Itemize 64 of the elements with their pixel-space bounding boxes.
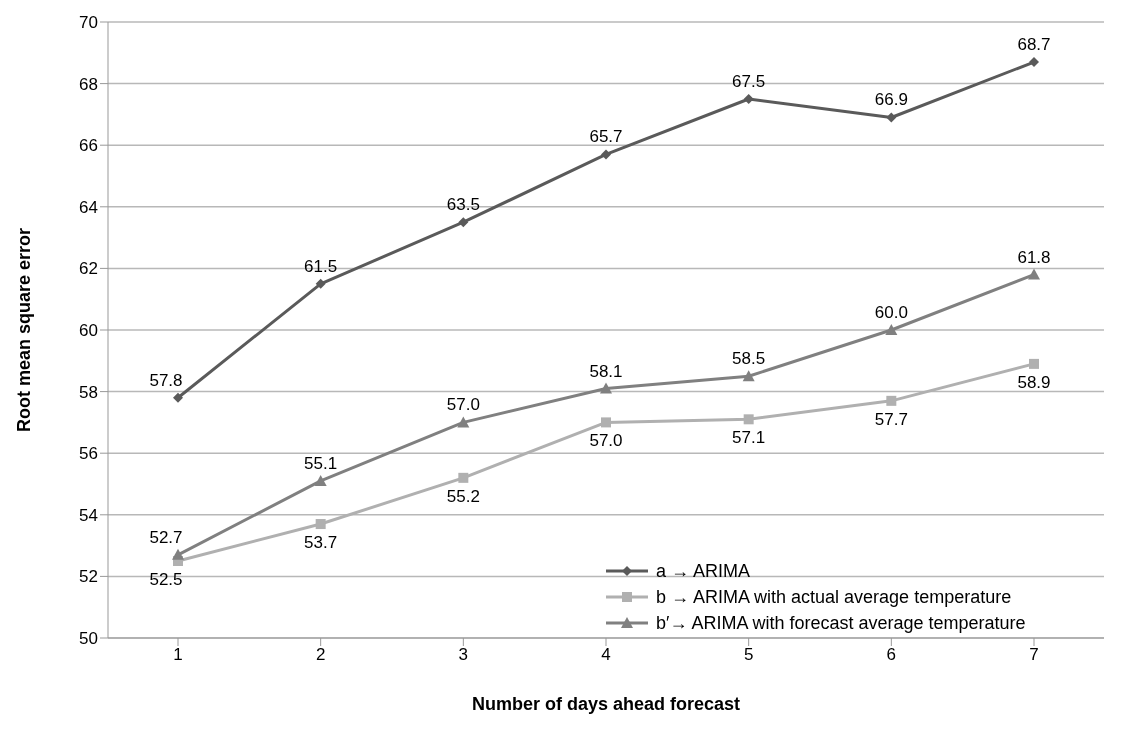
legend-label: a → ARIMA bbox=[656, 560, 751, 582]
y-tick-label: 60 bbox=[79, 321, 98, 341]
point bbox=[601, 149, 611, 160]
data-label: 61.8 bbox=[1017, 247, 1051, 267]
y-tick-label: 64 bbox=[79, 197, 98, 217]
y-tick-label: 50 bbox=[79, 629, 98, 649]
data-label: 57.0 bbox=[446, 395, 480, 415]
point bbox=[457, 416, 470, 428]
data-label: 58.5 bbox=[732, 349, 766, 369]
data-label: 57.8 bbox=[149, 370, 183, 390]
point bbox=[743, 94, 754, 104]
data-label: 55.1 bbox=[304, 453, 338, 473]
data-label: 53.7 bbox=[304, 533, 338, 553]
y-tick-label: 58 bbox=[79, 382, 98, 402]
x-tick-label: 2 bbox=[315, 645, 326, 665]
point bbox=[886, 112, 897, 123]
point bbox=[173, 392, 183, 403]
y-tick-label: 54 bbox=[79, 505, 98, 525]
x-tick-label: 3 bbox=[458, 645, 469, 665]
data-label: 57.7 bbox=[874, 409, 908, 429]
point bbox=[742, 370, 755, 382]
x-axis-title: Number of days ahead forecast bbox=[471, 694, 741, 714]
y-tick-label: 52 bbox=[79, 567, 98, 587]
y-tick-label: 66 bbox=[79, 136, 98, 156]
point bbox=[886, 395, 897, 406]
data-label: 63.5 bbox=[446, 195, 480, 215]
data-label: 58.1 bbox=[589, 361, 623, 381]
data-label: 65.7 bbox=[589, 127, 623, 147]
point bbox=[1029, 358, 1039, 369]
point bbox=[458, 472, 469, 483]
x-tick-label: 4 bbox=[601, 645, 611, 665]
x-tick-label: 6 bbox=[886, 645, 897, 665]
data-label: 58.9 bbox=[1017, 372, 1051, 392]
point bbox=[315, 278, 326, 289]
data-label: 57.1 bbox=[732, 428, 766, 448]
y-axis-title: Root mean square error bbox=[14, 227, 35, 433]
x-tick-label: 5 bbox=[743, 645, 754, 665]
point bbox=[172, 548, 184, 560]
data-label: 66.9 bbox=[874, 90, 908, 110]
y-tick-label: 70 bbox=[79, 13, 98, 33]
legend-label: b → ARIMA with actual average temperature bbox=[656, 586, 1012, 608]
data-label: 55.2 bbox=[446, 486, 480, 506]
point bbox=[600, 382, 612, 394]
point bbox=[743, 414, 754, 425]
x-tick-label: 7 bbox=[1029, 645, 1039, 665]
y-tick-label: 56 bbox=[79, 444, 98, 464]
y-tick-label: 62 bbox=[79, 259, 98, 279]
data-label: 61.5 bbox=[304, 256, 338, 276]
legend-label: b′→ ARIMA with forecast average temperature bbox=[656, 612, 1026, 634]
y-tick-label: 68 bbox=[79, 74, 98, 94]
point bbox=[458, 217, 469, 228]
data-label: 52.5 bbox=[149, 570, 183, 589]
data-label: 60.0 bbox=[874, 303, 908, 322]
data-label: 67.5 bbox=[732, 72, 766, 91]
point bbox=[1029, 57, 1039, 68]
data-label: 52.7 bbox=[149, 527, 183, 547]
data-label: 57.0 bbox=[589, 431, 623, 451]
point bbox=[1028, 268, 1040, 280]
point bbox=[314, 474, 327, 486]
point bbox=[315, 519, 326, 530]
point bbox=[885, 324, 898, 335]
point bbox=[601, 417, 611, 428]
x-tick-label: 1 bbox=[173, 645, 183, 665]
data-label: 68.7 bbox=[1017, 35, 1051, 55]
